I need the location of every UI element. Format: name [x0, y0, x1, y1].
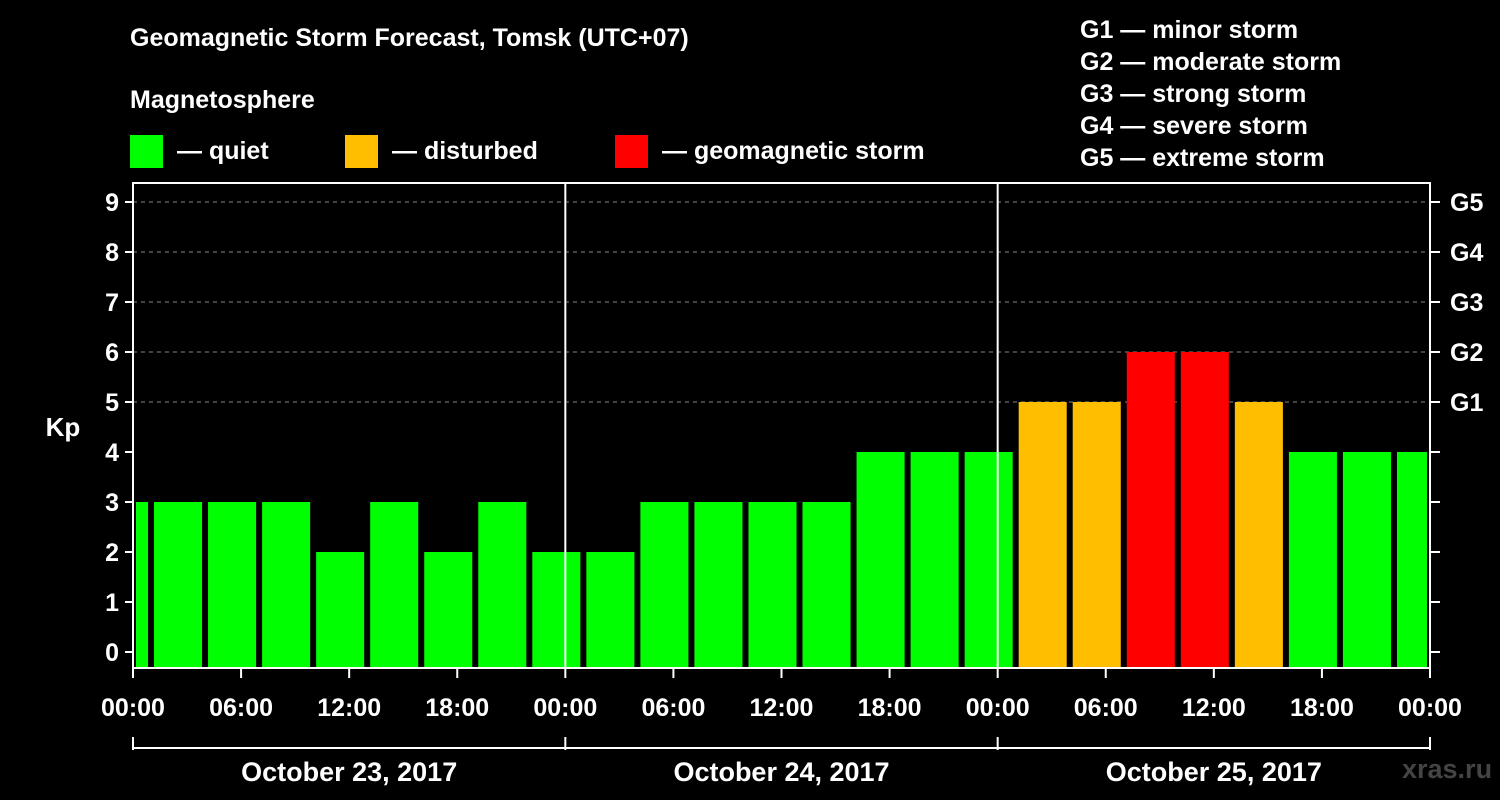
bar-0: [136, 502, 149, 668]
legend-label-storm: — geomagnetic storm: [662, 136, 925, 165]
x-tick-label-12: 00:00: [1398, 694, 1462, 722]
bar-5: [370, 502, 419, 668]
x-tick-label-9: 06:00: [1074, 694, 1138, 722]
day-label-1: October 24, 2017: [673, 757, 889, 787]
right-axis-label-g4: G4: [1450, 239, 1483, 267]
y-tick-label-8: 8: [105, 239, 119, 267]
bar-4: [316, 552, 365, 668]
bar-11: [694, 502, 743, 668]
legend-swatch-quiet: [130, 134, 163, 168]
bar-14: [856, 452, 905, 668]
bar-8: [532, 552, 581, 668]
bar-7: [478, 502, 527, 668]
bar-22: [1288, 452, 1337, 668]
bar-21: [1234, 402, 1283, 668]
legend-swatch-storm: [615, 134, 648, 168]
y-axis-title: Kp: [46, 412, 81, 442]
bar-13: [802, 502, 851, 668]
g-scale-legend: G1 — minor storm G2 — moderate storm G3 …: [1080, 14, 1341, 174]
bar-12: [748, 502, 797, 668]
bar-1: [154, 502, 203, 668]
y-tick-label-2: 2: [105, 539, 119, 567]
y-tick-label-6: 6: [105, 339, 119, 367]
y-tick-label-3: 3: [105, 489, 119, 517]
g-scale-g4: G4 — severe storm: [1080, 112, 1308, 140]
g-scale-g2: G2 — moderate storm: [1080, 48, 1342, 76]
x-tick-label-1: 06:00: [209, 694, 273, 722]
legend-swatch-disturbed: [345, 134, 378, 168]
bar-15: [910, 452, 959, 668]
legend-label-quiet: — quiet: [177, 136, 269, 165]
right-axis-label-g3: G3: [1450, 289, 1483, 317]
x-tick-label-7: 18:00: [858, 694, 922, 722]
bar-17: [1018, 402, 1067, 668]
bar-20: [1180, 352, 1229, 668]
chart-title: Geomagnetic Storm Forecast, Tomsk (UTC+0…: [130, 24, 689, 52]
x-tick-label-4: 00:00: [533, 694, 597, 722]
x-tick-label-10: 12:00: [1182, 694, 1246, 722]
y-tick-label-0: 0: [105, 639, 119, 667]
legend-item-disturbed: — disturbed: [345, 134, 538, 168]
bar-19: [1126, 352, 1175, 668]
y-tick-label-4: 4: [105, 439, 119, 467]
x-tick-label-3: 18:00: [425, 694, 489, 722]
y-tick-label-5: 5: [105, 389, 119, 417]
y-tick-label-9: 9: [105, 189, 119, 217]
x-tick-label-0: 00:00: [101, 694, 165, 722]
watermark: xras.ru: [1402, 754, 1493, 784]
bar-6: [424, 552, 473, 668]
legend-item-quiet: — quiet: [130, 134, 269, 168]
right-axis-label-g2: G2: [1450, 339, 1483, 367]
bar-23: [1342, 452, 1391, 668]
bar-3: [262, 502, 311, 668]
x-tick-label-2: 12:00: [317, 694, 381, 722]
magnetosphere-label: Magnetosphere: [130, 86, 315, 114]
right-axis-label-g1: G1: [1450, 389, 1483, 417]
bar-9: [586, 552, 635, 668]
bar-24: [1396, 452, 1427, 668]
g-scale-g5: G5 — extreme storm: [1080, 144, 1325, 172]
x-tick-label-6: 12:00: [750, 694, 814, 722]
x-tick-label-5: 06:00: [641, 694, 705, 722]
g-scale-g1: G1 — minor storm: [1080, 16, 1299, 44]
y-tick-label-7: 7: [105, 289, 119, 317]
day-label-2: October 25, 2017: [1106, 757, 1322, 787]
bar-18: [1072, 402, 1121, 668]
g-scale-g3: G3 — strong storm: [1080, 80, 1307, 108]
legend-item-storm: — geomagnetic storm: [615, 134, 925, 168]
bar-2: [208, 502, 257, 668]
day-label-0: October 23, 2017: [241, 757, 457, 787]
legend-label-disturbed: — disturbed: [392, 136, 538, 165]
bar-10: [640, 502, 689, 668]
y-tick-label-1: 1: [105, 589, 119, 617]
x-tick-label-11: 18:00: [1290, 694, 1354, 722]
right-axis-label-g5: G5: [1450, 189, 1483, 217]
bar-16: [964, 452, 1013, 668]
x-tick-label-8: 00:00: [966, 694, 1030, 722]
